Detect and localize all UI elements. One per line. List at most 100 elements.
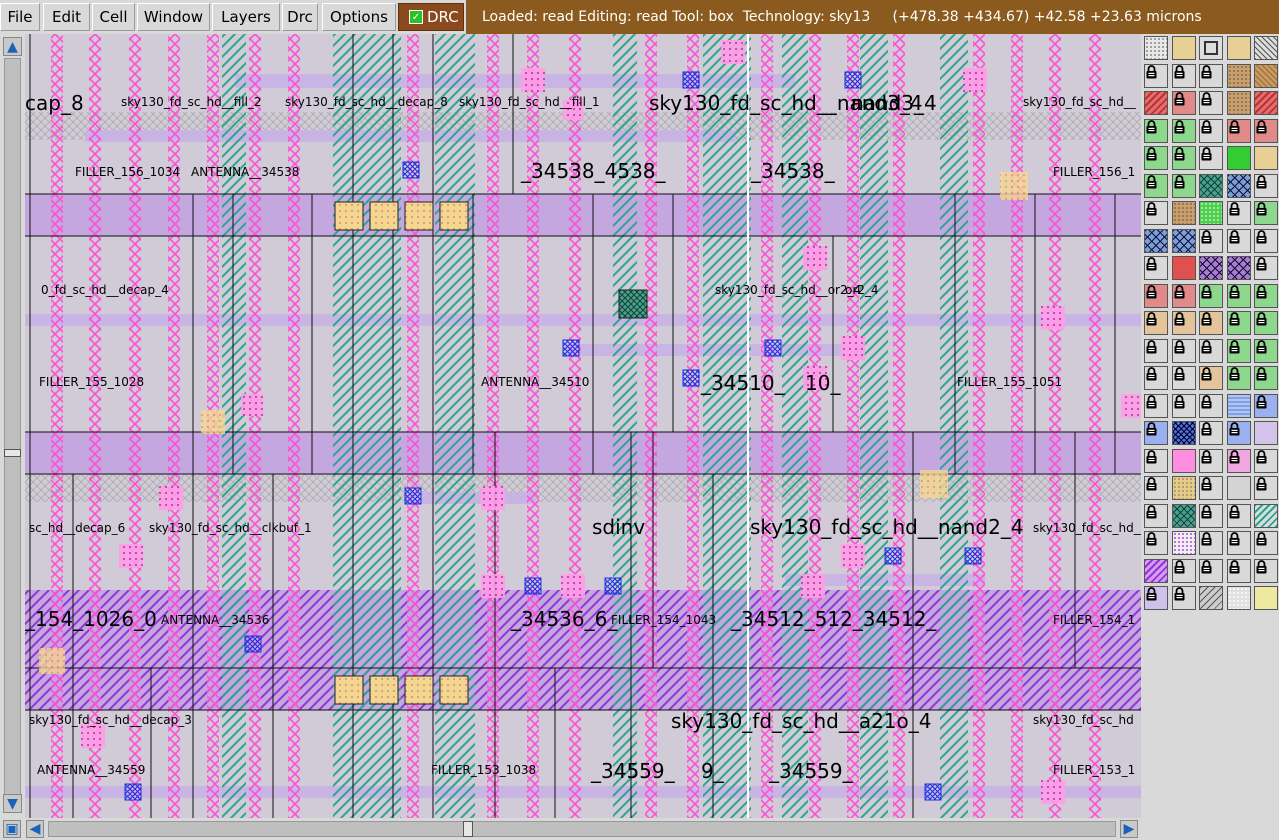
layer-lock-icon[interactable]: [1144, 476, 1168, 500]
layer-lock-icon[interactable]: [1144, 531, 1168, 555]
layer-lock-icon[interactable]: [1199, 338, 1223, 363]
layer-lock-icon[interactable]: [1171, 558, 1196, 583]
menu-window[interactable]: Window: [137, 3, 210, 31]
layer-swatch-tan-solid[interactable]: [1254, 146, 1278, 170]
layout-canvas[interactable]: cap_8 sky130_fd_sc_hd__nand3_4 nand3_4 _…: [25, 34, 1141, 818]
layer-lock-icon[interactable]: [1144, 503, 1168, 528]
layer-lock-icon[interactable]: [1199, 531, 1223, 555]
layer-lock-icon[interactable]: [1226, 201, 1251, 225]
layer-lock-icon[interactable]: [1199, 228, 1223, 253]
layer-swatch-lavender-solid[interactable]: [1254, 421, 1278, 445]
layer-lock-icon[interactable]: [1199, 63, 1223, 88]
layer-lock-icon[interactable]: [1254, 173, 1278, 198]
vertical-scrollbar[interactable]: ▲ ▼: [0, 34, 25, 818]
menu-edit[interactable]: Edit: [43, 3, 90, 31]
layer-lock-icon[interactable]: [1254, 476, 1278, 500]
layer-lock-red-icon[interactable]: [1226, 118, 1251, 143]
layer-swatch-wave-blue[interactable]: [1226, 393, 1251, 418]
layer-swatch-tan-stipple[interactable]: [1226, 63, 1251, 88]
layer-lock-icon[interactable]: [1171, 393, 1196, 418]
layer-lock-icon[interactable]: [1144, 201, 1168, 225]
layer-lock-green-icon[interactable]: [1199, 283, 1223, 308]
layer-lock-icon[interactable]: [1199, 91, 1223, 115]
vertical-scroll-thumb[interactable]: [4, 449, 21, 457]
layer-lock-blue-icon[interactable]: [1226, 421, 1251, 445]
layer-lock-green-icon[interactable]: [1254, 311, 1278, 335]
drc-toggle[interactable]: ✓ DRC: [398, 3, 464, 31]
layer-lock-icon[interactable]: [1144, 393, 1168, 418]
scroll-down-arrow-icon[interactable]: ▼: [3, 794, 22, 813]
zoom-box-icon[interactable]: ▣: [3, 820, 21, 838]
menu-drc[interactable]: Drc: [282, 3, 318, 31]
layer-lock-icon[interactable]: [1199, 421, 1223, 445]
vertical-scroll-track[interactable]: [4, 58, 21, 798]
layer-lock-icon[interactable]: [1226, 503, 1251, 528]
horizontal-scroll-track[interactable]: [48, 821, 1116, 837]
layer-lock-green-icon[interactable]: [1226, 338, 1251, 363]
layer-lock-green-icon[interactable]: [1144, 146, 1168, 170]
layer-lock-icon[interactable]: [1226, 531, 1251, 555]
layer-swatch-cross-blue-dense[interactable]: [1171, 421, 1196, 445]
layer-lock-green-icon[interactable]: [1171, 173, 1196, 198]
layer-lock-red-icon[interactable]: [1254, 118, 1278, 143]
layer-lock-icon[interactable]: [1226, 558, 1251, 583]
layer-swatch-hatch-black[interactable]: [1254, 36, 1278, 60]
layer-swatch-tan-solid[interactable]: [1171, 36, 1196, 60]
layer-lock-green-icon[interactable]: [1226, 283, 1251, 308]
menu-layers[interactable]: Layers: [212, 3, 280, 31]
horizontal-scrollbar[interactable]: ▣ ◀ ▶: [0, 818, 1143, 840]
layer-lock-icon[interactable]: [1171, 63, 1196, 88]
layer-lock-green-icon[interactable]: [1171, 146, 1196, 170]
layer-swatch-tan-stipple[interactable]: [1171, 201, 1196, 225]
layer-lock-red-icon[interactable]: [1171, 91, 1196, 115]
layer-lock-icon[interactable]: [1199, 393, 1223, 418]
layer-lock-icon[interactable]: [1254, 228, 1278, 253]
layer-lock-icon[interactable]: [1199, 118, 1223, 143]
layer-lock-icon[interactable]: [1226, 228, 1251, 253]
scroll-up-arrow-icon[interactable]: ▲: [3, 37, 22, 56]
layer-swatch-hatch-red[interactable]: [1144, 91, 1168, 115]
layer-lock-icon[interactable]: [1171, 366, 1196, 390]
layer-swatch-hatch-purple[interactable]: [1144, 558, 1168, 583]
layer-lock-icon[interactable]: [1254, 558, 1278, 583]
layer-swatch-cross-blue[interactable]: [1226, 173, 1251, 198]
layer-lock-pink-icon[interactable]: [1226, 448, 1251, 473]
layer-lock-icon[interactable]: [1254, 256, 1278, 280]
layer-swatch-cross-purple[interactable]: [1226, 256, 1251, 280]
layer-swatch-green-solid[interactable]: [1226, 146, 1251, 170]
layer-swatch-pink-solid[interactable]: [1171, 448, 1196, 473]
horizontal-scroll-thumb[interactable]: [463, 821, 473, 837]
layer-swatch-red-solid[interactable]: [1171, 256, 1196, 280]
layer-lock-green-icon[interactable]: [1144, 173, 1168, 198]
layer-lock-blue-icon[interactable]: [1144, 421, 1168, 445]
layer-lock-tan-icon[interactable]: [1199, 366, 1223, 390]
layer-lock-icon[interactable]: [1199, 558, 1223, 583]
menu-cell[interactable]: Cell: [92, 3, 135, 31]
layer-lock-icon[interactable]: [1199, 503, 1223, 528]
layer-lock-icon[interactable]: [1144, 256, 1168, 280]
layer-lock-blue-icon[interactable]: [1254, 393, 1278, 418]
layer-lock-green-icon[interactable]: [1226, 366, 1251, 390]
scroll-left-arrow-icon[interactable]: ◀: [26, 820, 44, 838]
layer-swatch-cross-purple[interactable]: [1199, 256, 1223, 280]
layer-lock-icon[interactable]: [1254, 448, 1278, 473]
layer-lock-red-icon[interactable]: [1144, 283, 1168, 308]
layer-lock-green-icon[interactable]: [1254, 366, 1278, 390]
layer-swatch-green-dots[interactable]: [1199, 201, 1223, 225]
layer-lock-green-icon[interactable]: [1144, 118, 1168, 143]
layer-swatch-tan-stipple[interactable]: [1226, 91, 1251, 115]
layer-lock-tan-icon[interactable]: [1144, 311, 1168, 335]
scroll-right-arrow-icon[interactable]: ▶: [1120, 820, 1138, 838]
layer-swatch-cross-teal[interactable]: [1199, 173, 1223, 198]
layer-swatch-grey-solid[interactable]: [1226, 476, 1251, 500]
layer-lock-icon[interactable]: [1171, 586, 1196, 610]
layer-swatch-dots-grey[interactable]: [1144, 36, 1168, 60]
layer-swatch-dots-purple[interactable]: [1171, 531, 1196, 555]
layer-swatch-tan-solid[interactable]: [1226, 36, 1251, 60]
layer-lock-icon[interactable]: [1199, 476, 1223, 500]
layer-lock-red-icon[interactable]: [1171, 283, 1196, 308]
layer-lock-green-icon[interactable]: [1254, 338, 1278, 363]
layer-lock-icon[interactable]: [1144, 448, 1168, 473]
layer-swatch-yellow-stipple[interactable]: [1171, 476, 1196, 500]
menu-file[interactable]: File: [0, 3, 40, 31]
